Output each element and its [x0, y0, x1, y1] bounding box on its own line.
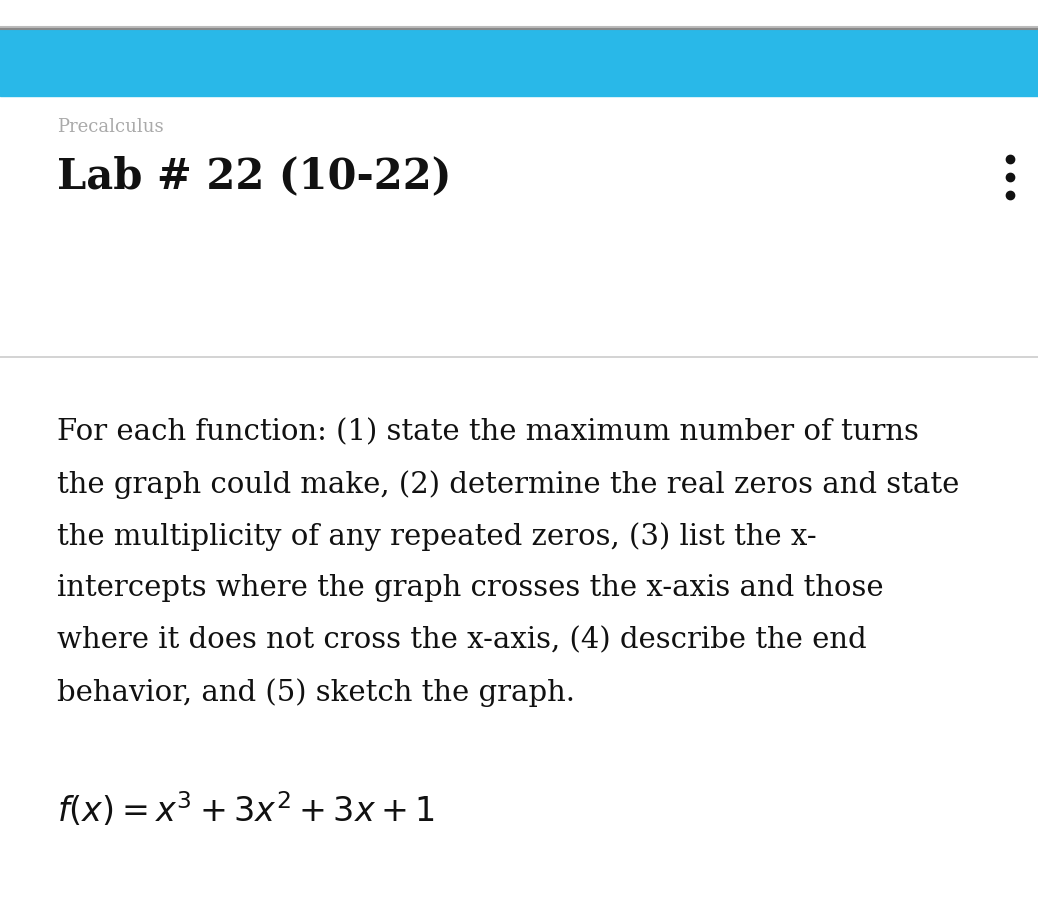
Text: Precalculus: Precalculus	[57, 118, 164, 136]
Text: the graph could make, (2) determine the real zeros and state: the graph could make, (2) determine the …	[57, 469, 959, 498]
Text: behavior, and (5) sketch the graph.: behavior, and (5) sketch the graph.	[57, 677, 575, 706]
Text: the multiplicity of any repeated zeros, (3) list the x-: the multiplicity of any repeated zeros, …	[57, 521, 817, 550]
Text: $f(x) = x^3 + 3x^2 + 3x + 1$: $f(x) = x^3 + 3x^2 + 3x + 1$	[57, 789, 435, 828]
Text: where it does not cross the x-axis, (4) describe the end: where it does not cross the x-axis, (4) …	[57, 625, 867, 653]
Text: For each function: (1) state the maximum number of turns: For each function: (1) state the maximum…	[57, 417, 919, 445]
Text: Lab # 22 (10-22): Lab # 22 (10-22)	[57, 155, 452, 197]
Text: intercepts where the graph crosses the x-axis and those: intercepts where the graph crosses the x…	[57, 573, 883, 601]
Bar	[0, 30, 1038, 97]
